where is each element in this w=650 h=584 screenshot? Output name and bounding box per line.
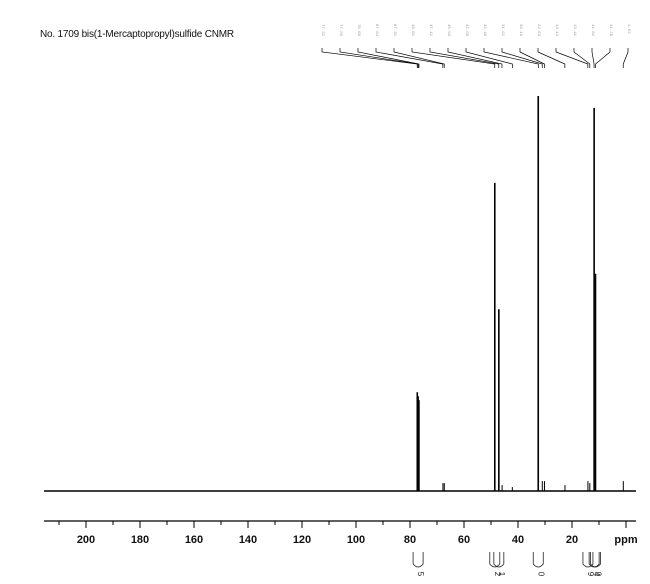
peak-connector-3	[375, 48, 444, 68]
x-axis-tick-labels: 200 180 160 140 120 100 80 60 40 20 ppm	[77, 534, 638, 546]
peak-list-item-6: 47.12	[428, 24, 432, 37]
integration-label-0: 5	[416, 572, 425, 577]
integration-bracket-4	[582, 552, 594, 568]
peak-connector-0	[321, 48, 418, 68]
peak-connector-13	[555, 48, 589, 68]
tick-label-200: 200	[77, 534, 95, 546]
peak-list-item-14: 13.41	[572, 24, 576, 37]
tick-label-120: 120	[293, 534, 311, 546]
x-axis-ticks	[58, 521, 627, 528]
integration-bracket-1	[489, 552, 501, 568]
axis-unit-label: ppm	[614, 534, 637, 546]
integration-label-3: 0	[536, 572, 545, 577]
peak-connector-14	[573, 48, 591, 68]
peak-list-item-17: 1.02	[626, 24, 630, 34]
peak-connector-9	[483, 48, 539, 68]
peak-list-item-1: 77.00	[338, 24, 342, 37]
peak-list-item-7: 45.93	[446, 24, 450, 37]
integration-label-5: 4	[592, 572, 601, 577]
integration-markers: 5 21 0 940	[412, 552, 602, 577]
peak-list-item-0: 77.32	[320, 24, 324, 37]
peak-list-item-15: 11.82	[590, 24, 594, 37]
tick-label-180: 180	[131, 534, 149, 546]
peak-connector-8	[465, 48, 513, 68]
integration-bracket-0	[412, 552, 424, 568]
peak-connector-4	[393, 48, 445, 68]
peak-list-item-12: 22.64	[536, 24, 540, 37]
peak-list-item-16: 11.28	[608, 24, 612, 37]
peak-list-item-11: 30.19	[518, 24, 522, 37]
peak-list-item-2: 76.68	[356, 24, 360, 37]
peak-list-item-13: 14.13	[554, 24, 558, 37]
integration-label-2: 1	[497, 572, 506, 577]
peak-list-item-5: 48.61	[410, 24, 414, 37]
integration-label-1: 2	[493, 572, 502, 577]
peak-connectors	[321, 48, 629, 68]
peak-list: 77.32 77.00 76.68 67.84 67.31 48.61 47.12 45.93…	[320, 24, 630, 37]
peak-list-item-10: 31.02	[500, 24, 504, 37]
peak-list-item-4: 67.31	[392, 24, 396, 37]
integration-bracket-3	[532, 552, 544, 568]
tick-label-100: 100	[347, 534, 365, 546]
peak-connector-6	[429, 48, 500, 68]
peak-list-item-8: 42.08	[464, 24, 468, 37]
peak-connector-1	[339, 48, 419, 68]
peak-connector-15	[591, 48, 595, 68]
tick-label-140: 140	[239, 534, 257, 546]
integration-bracket-6	[590, 552, 601, 568]
peak-connector-10	[501, 48, 543, 68]
peak-connector-12	[537, 48, 566, 68]
integration-label-4: 9	[586, 572, 595, 577]
peak-connector-11	[519, 48, 545, 68]
tick-label-40: 40	[512, 534, 524, 546]
peak-connector-17	[622, 48, 629, 68]
peak-connector-16	[595, 48, 611, 68]
chart-title: No. 1709 bis(1-Mercaptopropyl)sulfide CN…	[40, 29, 234, 40]
integration-label-6: 0	[593, 572, 602, 577]
peak-list-item-9: 32.48	[482, 24, 486, 37]
tick-label-60: 60	[458, 534, 470, 546]
tick-label-20: 20	[566, 534, 578, 546]
integration-bracket-2	[493, 552, 505, 568]
peak-connector-7	[447, 48, 503, 68]
peak-connector-5	[411, 48, 496, 68]
tick-label-80: 80	[404, 534, 416, 546]
tick-label-160: 160	[185, 534, 203, 546]
peak-connector-2	[357, 48, 420, 68]
peak-list-item-3: 67.84	[374, 24, 378, 37]
peaks	[416, 96, 624, 491]
